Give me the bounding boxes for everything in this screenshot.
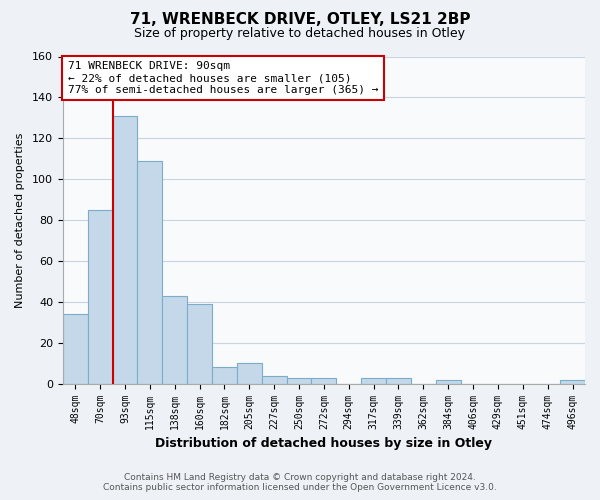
Bar — [311, 378, 337, 384]
Bar — [386, 378, 411, 384]
Text: 71 WRENBECK DRIVE: 90sqm
← 22% of detached houses are smaller (105)
77% of semi-: 71 WRENBECK DRIVE: 90sqm ← 22% of detach… — [68, 62, 379, 94]
Bar — [137, 161, 162, 384]
Bar — [63, 314, 88, 384]
Bar — [262, 376, 287, 384]
Bar — [88, 210, 113, 384]
Bar — [560, 380, 585, 384]
Bar — [436, 380, 461, 384]
Y-axis label: Number of detached properties: Number of detached properties — [15, 132, 25, 308]
Bar — [162, 296, 187, 384]
Bar — [287, 378, 311, 384]
Bar — [113, 116, 137, 384]
Bar — [361, 378, 386, 384]
Bar — [187, 304, 212, 384]
Text: 71, WRENBECK DRIVE, OTLEY, LS21 2BP: 71, WRENBECK DRIVE, OTLEY, LS21 2BP — [130, 12, 470, 28]
Bar — [237, 363, 262, 384]
X-axis label: Distribution of detached houses by size in Otley: Distribution of detached houses by size … — [155, 437, 493, 450]
Text: Contains HM Land Registry data © Crown copyright and database right 2024.
Contai: Contains HM Land Registry data © Crown c… — [103, 473, 497, 492]
Bar — [212, 368, 237, 384]
Text: Size of property relative to detached houses in Otley: Size of property relative to detached ho… — [134, 28, 466, 40]
